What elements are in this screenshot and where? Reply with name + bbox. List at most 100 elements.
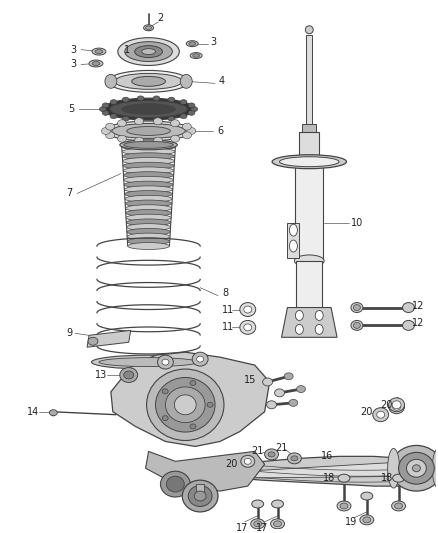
Text: 12: 12 <box>412 301 424 311</box>
Ellipse shape <box>403 320 414 330</box>
Polygon shape <box>111 352 270 447</box>
Text: 3: 3 <box>70 45 76 54</box>
Ellipse shape <box>183 123 191 130</box>
Ellipse shape <box>244 306 252 313</box>
Text: 3: 3 <box>70 60 76 69</box>
Ellipse shape <box>127 126 170 135</box>
Ellipse shape <box>162 359 169 365</box>
Ellipse shape <box>137 117 144 123</box>
Ellipse shape <box>337 501 351 511</box>
Ellipse shape <box>389 398 405 411</box>
Ellipse shape <box>188 110 195 115</box>
Ellipse shape <box>153 118 162 125</box>
Ellipse shape <box>295 325 304 334</box>
Text: 21: 21 <box>276 443 288 454</box>
Ellipse shape <box>155 377 215 432</box>
Ellipse shape <box>166 387 205 423</box>
Ellipse shape <box>241 455 255 467</box>
Ellipse shape <box>117 120 126 127</box>
Ellipse shape <box>174 395 196 415</box>
Text: 1: 1 <box>124 45 130 54</box>
Ellipse shape <box>171 135 180 142</box>
Ellipse shape <box>92 61 100 66</box>
Ellipse shape <box>290 224 297 236</box>
Ellipse shape <box>351 303 363 312</box>
Ellipse shape <box>144 25 154 31</box>
Polygon shape <box>220 456 418 486</box>
Text: 19: 19 <box>345 517 357 527</box>
Ellipse shape <box>106 123 115 130</box>
Ellipse shape <box>168 116 175 121</box>
Ellipse shape <box>361 492 373 500</box>
Ellipse shape <box>49 410 57 416</box>
Text: 5: 5 <box>68 104 74 114</box>
Ellipse shape <box>108 70 189 92</box>
Ellipse shape <box>267 401 276 409</box>
Ellipse shape <box>134 137 144 144</box>
Ellipse shape <box>92 48 106 55</box>
Ellipse shape <box>128 243 170 249</box>
Ellipse shape <box>207 402 213 407</box>
Ellipse shape <box>123 158 174 165</box>
Ellipse shape <box>168 97 175 102</box>
Ellipse shape <box>252 500 264 508</box>
Ellipse shape <box>180 100 187 104</box>
Bar <box>196 484 204 496</box>
Ellipse shape <box>377 411 385 418</box>
Ellipse shape <box>190 53 202 59</box>
Ellipse shape <box>287 453 301 464</box>
Ellipse shape <box>244 324 252 331</box>
Ellipse shape <box>115 74 182 90</box>
Text: 6: 6 <box>217 126 223 136</box>
Ellipse shape <box>274 521 282 527</box>
Text: 13: 13 <box>95 370 107 380</box>
Text: 2: 2 <box>157 13 164 23</box>
Ellipse shape <box>124 371 134 379</box>
Ellipse shape <box>126 219 171 226</box>
Text: 17: 17 <box>236 523 248 533</box>
Ellipse shape <box>388 448 399 488</box>
Ellipse shape <box>145 26 152 29</box>
Ellipse shape <box>125 191 173 198</box>
Ellipse shape <box>118 38 179 66</box>
Ellipse shape <box>160 471 190 497</box>
Text: 11: 11 <box>222 322 234 333</box>
Ellipse shape <box>413 465 420 472</box>
Ellipse shape <box>187 127 196 134</box>
Ellipse shape <box>432 448 438 488</box>
Polygon shape <box>87 330 131 347</box>
Ellipse shape <box>106 132 115 139</box>
Ellipse shape <box>126 214 171 221</box>
Ellipse shape <box>127 233 170 240</box>
Ellipse shape <box>180 75 192 88</box>
Ellipse shape <box>289 399 298 406</box>
Ellipse shape <box>102 110 109 115</box>
Text: 20: 20 <box>360 407 373 417</box>
Ellipse shape <box>105 121 192 141</box>
Text: 20: 20 <box>226 459 238 469</box>
Ellipse shape <box>186 41 198 46</box>
Ellipse shape <box>125 42 173 61</box>
Text: 12: 12 <box>412 318 424 328</box>
Text: 20: 20 <box>381 400 393 410</box>
Ellipse shape <box>99 107 106 111</box>
Ellipse shape <box>122 97 129 102</box>
Ellipse shape <box>392 403 400 410</box>
Ellipse shape <box>240 320 256 334</box>
Ellipse shape <box>95 50 103 54</box>
Ellipse shape <box>125 195 172 202</box>
Ellipse shape <box>191 107 198 111</box>
Polygon shape <box>282 308 337 337</box>
Text: 21: 21 <box>251 447 264 456</box>
Ellipse shape <box>403 303 414 312</box>
Ellipse shape <box>122 104 175 115</box>
Ellipse shape <box>279 157 339 167</box>
Ellipse shape <box>102 127 110 134</box>
Text: 18: 18 <box>381 473 393 483</box>
Ellipse shape <box>124 172 173 179</box>
Ellipse shape <box>134 118 143 125</box>
Ellipse shape <box>197 356 204 362</box>
Ellipse shape <box>406 459 426 477</box>
Ellipse shape <box>338 474 350 482</box>
Ellipse shape <box>162 416 168 421</box>
